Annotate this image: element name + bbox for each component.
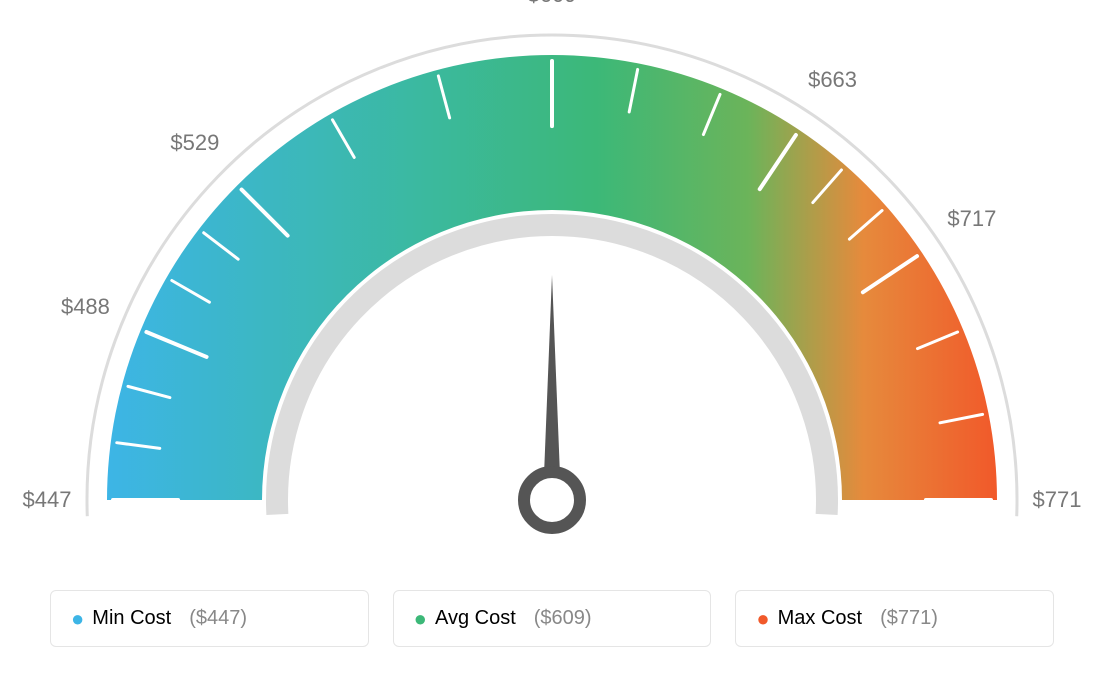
legend-value-max: ($771) bbox=[880, 607, 938, 630]
legend-label-max-text: Max Cost bbox=[778, 607, 862, 630]
dot-icon: ● bbox=[71, 608, 84, 630]
gauge-tick-label: $609 bbox=[528, 0, 577, 8]
gauge-tick-label: $529 bbox=[170, 130, 219, 156]
gauge-tick-label: $717 bbox=[947, 206, 996, 232]
legend-row: ● Min Cost ($447) ● Avg Cost ($609) ● Ma… bbox=[50, 590, 1054, 647]
gauge-tick-label: $771 bbox=[1033, 487, 1082, 513]
legend-value-avg: ($609) bbox=[534, 607, 592, 630]
dot-icon: ● bbox=[756, 608, 769, 630]
legend-card-min: ● Min Cost ($447) bbox=[50, 590, 369, 647]
legend-card-max: ● Max Cost ($771) bbox=[735, 590, 1054, 647]
legend-label-min-text: Min Cost bbox=[92, 607, 171, 630]
gauge-svg bbox=[0, 0, 1104, 570]
legend-card-avg: ● Avg Cost ($609) bbox=[393, 590, 712, 647]
dot-icon: ● bbox=[414, 608, 427, 630]
gauge-tick-label: $488 bbox=[61, 294, 110, 320]
legend-label-min: ● Min Cost bbox=[71, 607, 171, 630]
legend-label-avg-text: Avg Cost bbox=[435, 607, 516, 630]
gauge-chart: $447 $488 $529 $609 $663 $717 $771 bbox=[0, 0, 1104, 570]
legend-label-avg: ● Avg Cost bbox=[414, 607, 516, 630]
gauge-tick-label: $447 bbox=[23, 487, 72, 513]
gauge-tick-label: $663 bbox=[808, 67, 857, 93]
legend-label-max: ● Max Cost bbox=[756, 607, 862, 630]
legend-value-min: ($447) bbox=[189, 607, 247, 630]
